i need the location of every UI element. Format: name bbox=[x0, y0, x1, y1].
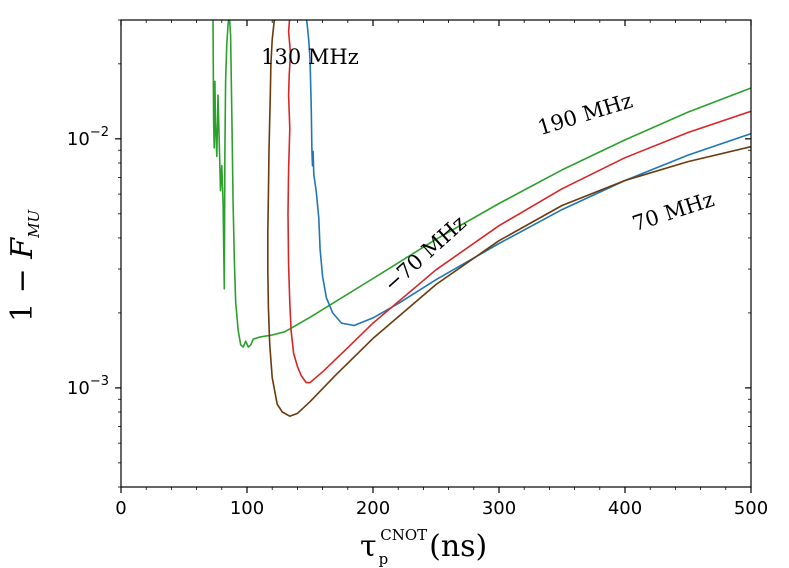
series-label-3: 70 MHz bbox=[629, 187, 717, 236]
x-tick-label-1: 100 bbox=[230, 498, 264, 519]
series-label-0: 190 MHz bbox=[535, 88, 635, 139]
y-axis-label: 1 − FMU bbox=[5, 209, 43, 322]
x-tick-label-3: 300 bbox=[482, 498, 516, 519]
series-label-2: −70 MHz bbox=[379, 211, 471, 297]
y-tick-label-1: 10−2 bbox=[67, 125, 109, 150]
x-tick-label-0: 0 bbox=[115, 498, 126, 519]
x-axis-subscript: p bbox=[379, 550, 389, 568]
series-line-1 bbox=[305, 20, 751, 327]
series-label-1: 130 MHz bbox=[261, 45, 359, 69]
y-axis-prefix: 1 − bbox=[5, 259, 40, 322]
x-axis-symbol: τ bbox=[360, 529, 377, 564]
x-tick-label-2: 200 bbox=[356, 498, 390, 519]
series-line-0 bbox=[212, 20, 751, 348]
y-tick-label-0: 10−3 bbox=[67, 374, 109, 399]
series-layer bbox=[212, 20, 751, 417]
x-tick-label-4: 400 bbox=[608, 498, 642, 519]
x-axis-unit: (ns) bbox=[429, 529, 487, 564]
series-line-2 bbox=[287, 20, 751, 384]
x-tick-label-5: 500 bbox=[734, 498, 768, 519]
x-axis-label: τ p CNOT(ns) bbox=[360, 526, 487, 568]
plot-frame bbox=[120, 19, 752, 488]
y-axis-subscript: MU bbox=[25, 209, 43, 239]
x-axis-superscript: CNOT bbox=[380, 526, 427, 544]
series-line-3 bbox=[267, 20, 751, 417]
y-axis-var: F bbox=[5, 237, 40, 260]
